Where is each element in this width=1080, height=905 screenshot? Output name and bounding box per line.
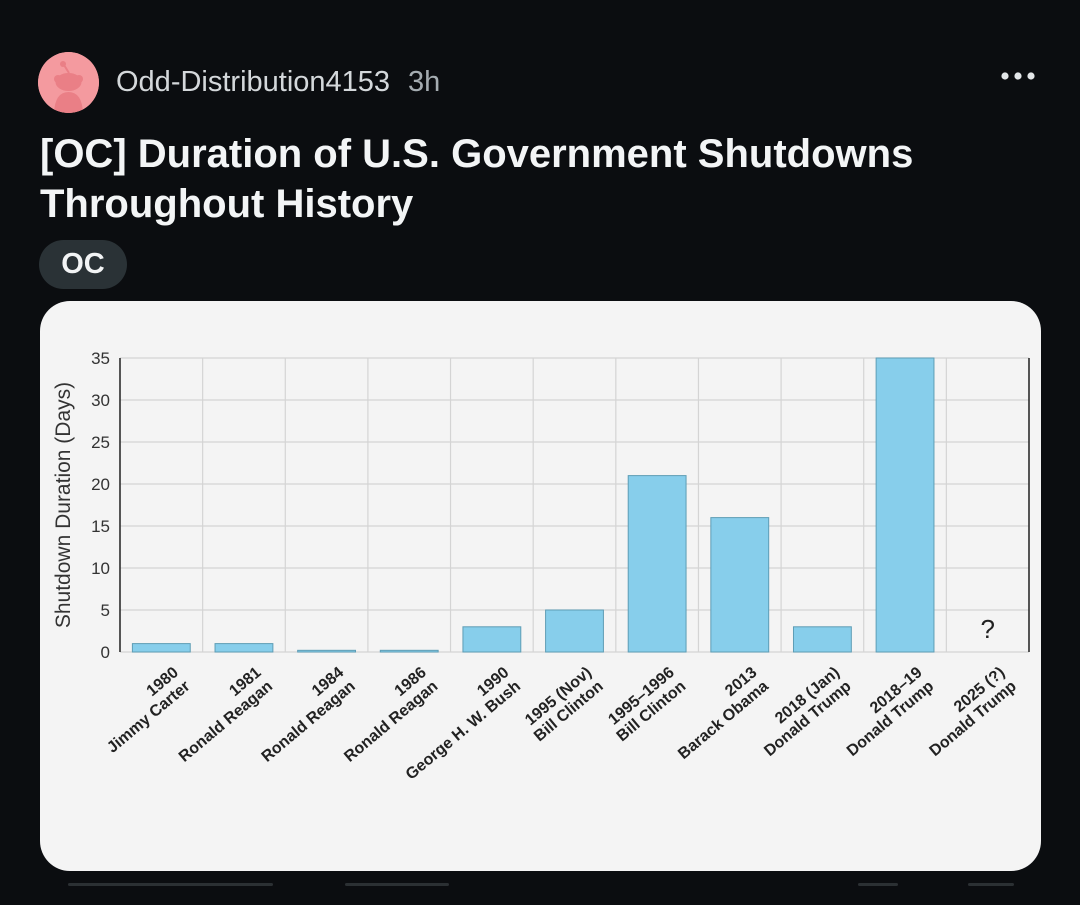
author-username[interactable]: Odd-Distribution4153 [116,65,391,98]
y-tick-label: 35 [91,349,110,368]
x-tick-label: 2018 (Jan)Donald Trump [750,664,855,760]
more-horizontal-icon [1001,72,1035,80]
bar [214,643,274,653]
bar [297,649,357,653]
x-tick-label: 1995 (Nov)Bill Clinton [519,664,606,745]
y-tick-label: 30 [91,391,110,410]
post-header: Odd-Distribution4153 3h [38,51,1050,113]
post-timestamp: 3h [408,65,441,98]
user-avatar[interactable] [38,51,99,113]
divider [968,883,1014,886]
x-tick-label-line: Barack Obama [675,678,772,763]
reddit-snoo-avatar-icon [38,51,99,113]
y-tick-label: 10 [91,559,110,578]
x-tick-label: 2025 (?)Donald Trump [915,664,1020,760]
y-tick-label: 25 [91,433,110,452]
bar [131,643,191,653]
chart-image[interactable]: 0 5 10 15 20 25 30 35 Shutdown Duration (Days)? 1… [40,301,1041,871]
x-tick-label: 1995–1996Bill Clinton [602,664,689,745]
x-tick-label: 2018–19Donald Trump [832,664,937,760]
y-tick-label: 20 [91,475,110,494]
post-title[interactable]: [OC] Duration of U.S. Government Shutdow… [40,132,914,226]
bar [379,649,439,653]
x-tick-label: 1980Jimmy Carter [93,664,194,757]
divider [345,883,449,886]
divider [858,883,898,886]
y-tick-label: 0 [101,643,110,662]
more-options-button[interactable] [998,61,1038,91]
annotation-label: ? [980,614,994,644]
y-tick-label: 15 [91,517,110,536]
y-tick-label: 5 [101,601,110,620]
bar [792,626,852,653]
bar [462,626,522,653]
post-flair[interactable]: OC [39,240,127,289]
y-axis-label: Shutdown Duration (Days) [52,382,75,628]
bar [545,609,604,653]
divider [68,883,273,886]
bar [710,517,770,653]
bar [875,357,935,653]
bar-chart: 0 5 10 15 20 25 30 35 Shutdown Duration (Days)? 1… [52,349,1030,783]
x-tick-label: 2013Barack Obama [664,664,772,763]
bar [627,475,687,653]
